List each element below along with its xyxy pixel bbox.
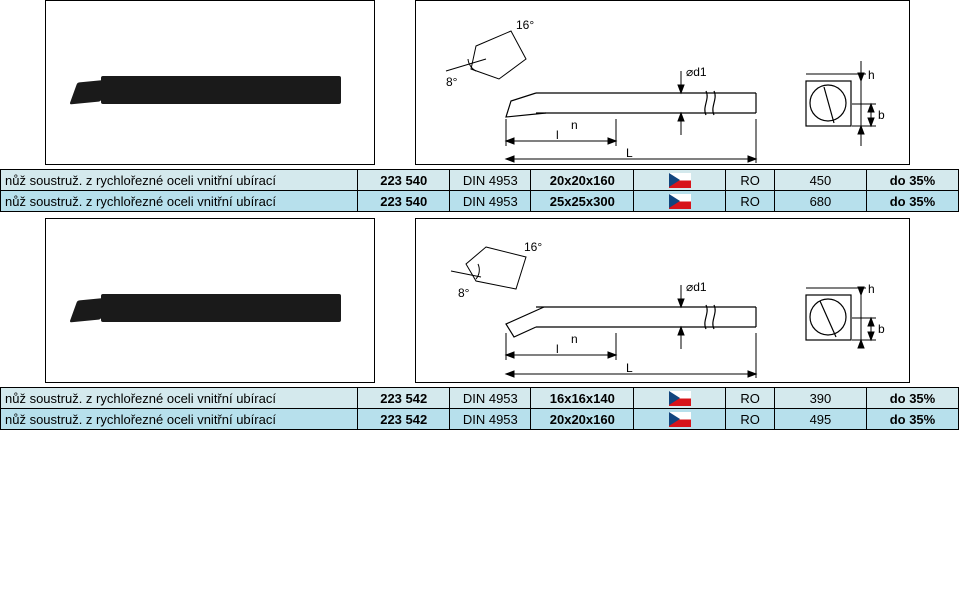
cell-din: DIN 4953 [450,170,531,191]
cell-discount: do 35% [866,191,958,212]
cell-desc: nůž soustruž. z rychlořezné oceli vnitřn… [1,191,358,212]
cell-discount: do 35% [866,388,958,409]
dim-h: h [868,68,875,82]
cell-price: 390 [774,388,866,409]
dim-b-b: b [878,322,885,336]
flag-cz-icon [669,173,691,188]
cell-flag [634,409,726,430]
product-photo-bottom [45,218,375,383]
cell-stock: RO [726,170,775,191]
dim-d1-b: ⌀d1 [686,280,707,294]
cell-discount: do 35% [866,170,958,191]
drawing-svg-top: 16° 8° ⌀d1 n [416,1,911,166]
cell-stock: RO [726,388,775,409]
cell-din: DIN 4953 [450,409,531,430]
dim-h-b: h [868,282,875,296]
spec-table-top: nůž soustruž. z rychlořezné oceli vnitřn… [0,169,959,212]
cell-flag [634,191,726,212]
cell-stock: RO [726,191,775,212]
cell-desc: nůž soustruž. z rychlořezné oceli vnitřn… [1,409,358,430]
image-row-bottom: 16° 8° ⌀d1 n [0,218,959,383]
cell-flag [634,170,726,191]
cell-price: 495 [774,409,866,430]
table-row: nůž soustruž. z rychlořezné oceli vnitřn… [1,170,959,191]
table-row: nůž soustruž. z rychlořezné oceli vnitřn… [1,191,959,212]
cell-discount: do 35% [866,409,958,430]
cell-size: 20x20x160 [531,409,634,430]
tech-drawing-top: 16° 8° ⌀d1 n [415,0,910,165]
cell-desc: nůž soustruž. z rychlořezné oceli vnitřn… [1,170,358,191]
flag-cz-icon [669,194,691,209]
dim-n: n [571,118,578,132]
angle-16: 16° [516,18,534,32]
dim-d1: ⌀d1 [686,65,707,79]
cell-desc: nůž soustruž. z rychlořezné oceli vnitřn… [1,388,358,409]
table-row: nůž soustruž. z rychlořezné oceli vnitřn… [1,409,959,430]
cell-price: 450 [774,170,866,191]
table-row: nůž soustruž. z rychlořezné oceli vnitřn… [1,388,959,409]
cell-price: 680 [774,191,866,212]
cell-code: 223 542 [358,409,450,430]
dim-l-b: l [556,342,559,356]
tech-drawing-bottom: 16° 8° ⌀d1 n [415,218,910,383]
spec-table-bottom: nůž soustruž. z rychlořezné oceli vnitřn… [0,387,959,430]
flag-cz-icon [669,391,691,406]
dim-L-b: L [626,361,633,375]
tool-shank [101,294,341,322]
dim-l: l [556,128,559,142]
angle-8-b: 8° [458,286,470,300]
cell-size: 16x16x140 [531,388,634,409]
cell-din: DIN 4953 [450,388,531,409]
flag-cz-icon [669,412,691,427]
cell-din: DIN 4953 [450,191,531,212]
cell-size: 25x25x300 [531,191,634,212]
cell-code: 223 540 [358,170,450,191]
drawing-svg-bottom: 16° 8° ⌀d1 n [416,219,911,384]
product-photo-top [45,0,375,165]
image-row-top: 16° 8° ⌀d1 n [0,0,959,165]
tool-shank [101,76,341,104]
cell-stock: RO [726,409,775,430]
angle-16-b: 16° [524,240,542,254]
angle-8: 8° [446,75,458,89]
cell-code: 223 542 [358,388,450,409]
dim-n-b: n [571,332,578,346]
dim-b: b [878,108,885,122]
cell-size: 20x20x160 [531,170,634,191]
cell-code: 223 540 [358,191,450,212]
dim-L: L [626,146,633,160]
cell-flag [634,388,726,409]
